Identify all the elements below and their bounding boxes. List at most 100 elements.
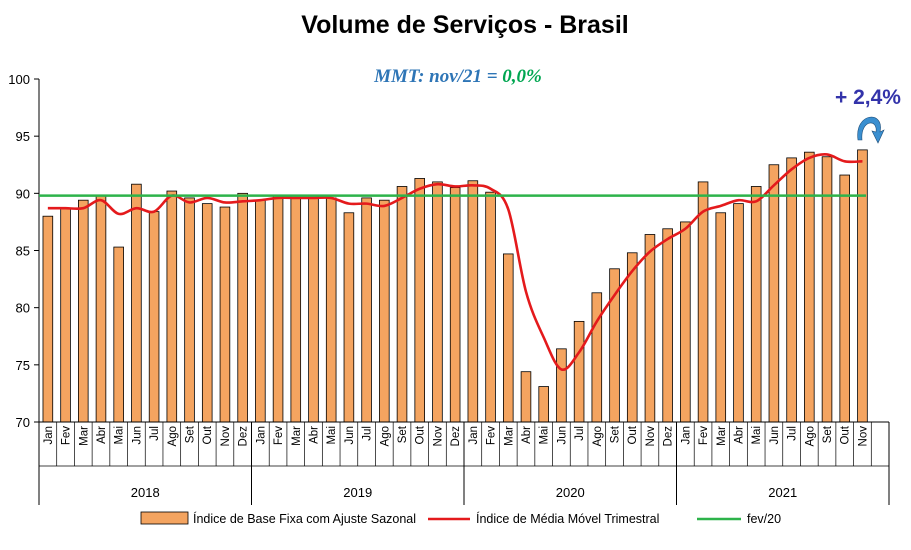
x-tick-label: Abr: [733, 426, 745, 444]
bar: [750, 186, 762, 423]
bar: [768, 164, 780, 423]
bar: [237, 192, 248, 423]
bar: [432, 181, 443, 423]
x-tick-label: Mai: [114, 426, 126, 445]
x-tick-label: Out: [840, 425, 852, 444]
bar: [644, 234, 656, 423]
legend: Índice de Base Fixa com Ajuste Sazonal Ín…: [140, 511, 781, 526]
bar: [255, 199, 266, 423]
legend-swatch-bars: [140, 511, 189, 525]
x-tick-label: Mar: [291, 426, 303, 446]
bar: [786, 157, 797, 423]
bar: [219, 206, 231, 423]
bar-series: [42, 149, 868, 423]
bar: [184, 197, 195, 423]
bar: [449, 187, 461, 423]
annotation-label: + 2,4%: [835, 86, 901, 109]
axes: 70 75 80 85 90 95 100: [8, 72, 40, 430]
x-tick-label: Set: [822, 425, 834, 443]
bar: [573, 320, 585, 423]
bar: [520, 371, 532, 423]
year-label: 2021: [768, 485, 797, 500]
x-tick-label: Jul: [574, 426, 586, 441]
x-tick-label: Mai: [539, 426, 551, 445]
bar: [485, 191, 496, 423]
bar: [95, 195, 107, 423]
bar: [839, 174, 850, 423]
x-tick-label: Jul: [149, 426, 161, 441]
bar: [680, 221, 691, 423]
bar: [60, 207, 71, 423]
x-tick-label: Mar: [503, 426, 515, 446]
legend-label-moving-average: Índice de Média Móvel Trimestral: [476, 511, 659, 526]
legend-label-reference: fev/20: [747, 512, 781, 526]
bar: [343, 212, 355, 423]
x-tick-label: Jul: [362, 426, 374, 441]
x-tick-label: Jul: [787, 426, 799, 441]
bar: [42, 215, 54, 423]
x-tick-label: Ago: [592, 426, 604, 446]
bar: [733, 203, 744, 423]
year-label: 2018: [131, 485, 160, 500]
x-tick-label: Jan: [255, 426, 267, 445]
bar: [166, 190, 178, 423]
x-tick-label: Mar: [78, 426, 90, 446]
bar: [113, 246, 124, 423]
bar: [201, 203, 213, 423]
x-tick-label: Jan: [468, 426, 480, 445]
x-tick-label: Ago: [379, 426, 391, 446]
subtitle-prefix: MMT: nov/21 =: [373, 66, 502, 87]
bar: [290, 197, 302, 423]
x-tick-label: Fev: [698, 426, 710, 445]
bar: [662, 228, 673, 423]
x-tick-label: Set: [610, 425, 622, 443]
bar: [715, 212, 727, 423]
bar: [467, 180, 479, 423]
y-tick-label: 85: [16, 244, 30, 259]
x-tick-label: Jun: [131, 426, 143, 445]
x-tick-label: Dez: [663, 426, 675, 447]
x-tick-label: Jan: [680, 426, 692, 445]
x-tick-label: Out: [627, 425, 639, 444]
bar: [502, 253, 514, 423]
bar: [379, 199, 390, 423]
chart-title: Volume de Serviços - Brasil: [301, 11, 628, 39]
x-tick-label: Ago: [167, 426, 179, 446]
year-label: 2020: [556, 485, 585, 500]
line-series: [39, 153, 866, 371]
bar: [325, 197, 337, 423]
x-tick-label: Fev: [486, 426, 498, 445]
x-tick-label: Dez: [238, 426, 250, 447]
subtitle-value: 0,0%: [502, 66, 542, 87]
year-label: 2019: [343, 485, 372, 500]
x-tick-label: Fev: [273, 426, 285, 445]
y-tick-label: 80: [16, 301, 30, 316]
bar: [538, 386, 549, 423]
x-tick-label: Fev: [61, 426, 73, 445]
x-axis: Jan Fev Mar Abr Mai Jun Jul Ago Set Out Nov Dez Jan F…: [38, 421, 890, 505]
moving-average-line: [47, 153, 863, 371]
x-tick-label: Abr: [521, 426, 533, 444]
x-tick-label: Abr: [96, 426, 108, 444]
bar: [697, 181, 709, 423]
x-tick-label: Mai: [326, 426, 338, 445]
bar: [396, 186, 408, 423]
x-tick-label: Jun: [344, 426, 356, 445]
x-tick-label: Jun: [769, 426, 781, 445]
bar: [308, 197, 319, 423]
y-tick-label: 95: [16, 129, 30, 144]
x-tick-label: Jan: [43, 426, 55, 445]
bar: [148, 211, 160, 423]
x-tick-label: Mar: [716, 426, 728, 446]
bar: [131, 183, 142, 423]
bar: [857, 149, 868, 423]
curved-arrow-icon: [857, 116, 885, 144]
x-tick-label: Dez: [450, 426, 462, 447]
x-tick-label: Ago: [804, 426, 816, 446]
x-tick-label: Nov: [432, 426, 444, 447]
bar: [591, 292, 603, 423]
x-tick-label: Mai: [751, 426, 763, 445]
x-tick-label: Set: [397, 425, 409, 443]
y-tick-label: 100: [8, 72, 30, 87]
